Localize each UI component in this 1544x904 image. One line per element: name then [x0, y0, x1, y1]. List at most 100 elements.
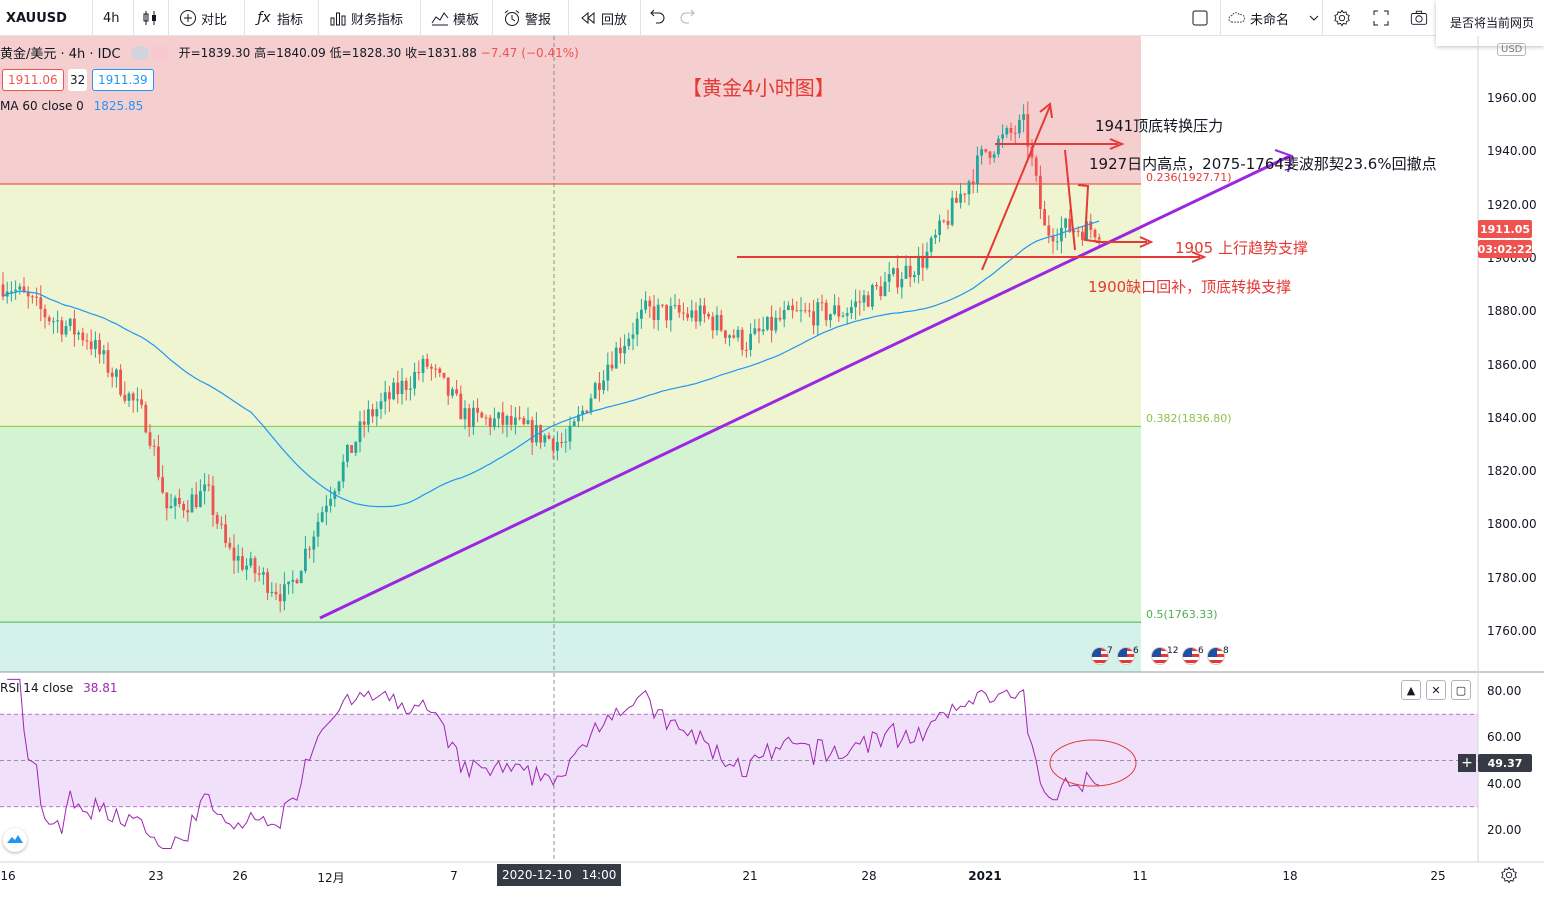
- compare-button[interactable]: 对比: [179, 0, 227, 36]
- level-1905-arrowhead: [1139, 236, 1154, 248]
- symbol-title[interactable]: 黄金/美元 · 4h · IDC: [0, 47, 121, 62]
- fib-zone-0236-0382: [0, 184, 1141, 427]
- annotation-1900[interactable]: 1900缺口回补，顶底转换支撑: [1088, 278, 1292, 296]
- candle-body: [497, 412, 500, 419]
- bar-chart-icon: [329, 9, 347, 27]
- legend-toggles[interactable]: [130, 45, 169, 60]
- candle-body: [413, 372, 416, 389]
- pane-close-button[interactable]: ✕: [1426, 680, 1446, 700]
- candle-body: [854, 301, 857, 308]
- chart-title-annotation[interactable]: 【黄金4小时图】: [682, 76, 835, 100]
- candle-body: [850, 307, 853, 314]
- pane-up-button[interactable]: ▲: [1401, 680, 1421, 700]
- annotation-1941[interactable]: 1941顶底转换压力: [1095, 117, 1224, 135]
- plus-circle-icon: [179, 9, 197, 27]
- add-plus-button[interactable]: +: [1458, 754, 1476, 772]
- candle-body: [1085, 221, 1088, 241]
- candle-body: [984, 149, 988, 152]
- candle-body: [194, 494, 198, 508]
- candle-body: [287, 581, 290, 585]
- ma-legend[interactable]: MA 60 close 0 1825.85: [0, 99, 143, 113]
- economic-event[interactable]: 7: [1091, 646, 1113, 665]
- pane-maximize-button[interactable]: ▢: [1451, 680, 1471, 700]
- undo-button[interactable]: [649, 0, 667, 36]
- financials-label: 财务指标: [351, 12, 404, 28]
- annotation-1905[interactable]: 1905 上行趋势支撑: [1175, 239, 1308, 257]
- alert-button[interactable]: 警报: [503, 0, 551, 36]
- layout-name-button[interactable]: 未命名: [1228, 0, 1289, 36]
- economic-event[interactable]: 6: [1117, 646, 1139, 665]
- candle-body: [400, 380, 404, 395]
- select-layout-button[interactable]: [1191, 0, 1209, 36]
- price-tick-label: 1960.00: [1487, 91, 1537, 105]
- eye-icon[interactable]: [130, 45, 149, 60]
- axis-settings-button[interactable]: [1500, 866, 1518, 887]
- candle-body: [925, 251, 929, 268]
- replay-button[interactable]: 回放: [579, 0, 627, 36]
- chart-type-button[interactable]: [141, 0, 159, 36]
- annotation-1927[interactable]: 1927日内高点，2075-1764斐波那契23.6%回撤点: [1089, 155, 1437, 173]
- layout-menu-button[interactable]: [1305, 0, 1323, 36]
- candle-body: [543, 435, 547, 443]
- financials-button[interactable]: 财务指标: [329, 0, 403, 36]
- candle-body: [60, 320, 64, 335]
- candle-body: [1043, 209, 1046, 226]
- candle-body: [421, 358, 425, 373]
- candle-body: [68, 318, 72, 327]
- candle-body: [73, 318, 76, 335]
- candle-body: [320, 512, 324, 522]
- candle-body: [682, 312, 685, 314]
- tradingview-logo[interactable]: [3, 828, 27, 852]
- candle-body: [152, 445, 156, 447]
- ohlc-open: 开=1839.30: [178, 46, 251, 60]
- bid-price-button[interactable]: 1911.06: [2, 69, 64, 91]
- interval-label: 4h: [103, 10, 120, 26]
- screenshot-button[interactable]: [1410, 0, 1428, 36]
- fib-zones: [0, 36, 1478, 808]
- economic-event[interactable]: 6: [1182, 646, 1204, 665]
- candle-body: [1030, 146, 1034, 158]
- candle-body: [367, 409, 370, 425]
- candle-body: [350, 445, 353, 453]
- translate-popup[interactable]: 是否将当前网页: [1436, 0, 1544, 46]
- candle-body: [472, 407, 475, 428]
- templates-button[interactable]: 模板: [431, 0, 479, 36]
- candle-body: [47, 317, 51, 322]
- rsi-tick-label: 20.00: [1487, 823, 1522, 837]
- candle-body: [89, 341, 93, 350]
- candle-body: [85, 340, 89, 342]
- fib-zone-0382-05: [0, 426, 1141, 623]
- candle-body: [900, 278, 904, 288]
- symbol-search[interactable]: XAUUSD: [6, 0, 67, 36]
- ohlc-values: 开=1839.30 高=1840.09 低=1828.30 收=1831.88 …: [179, 44, 579, 61]
- interval-button[interactable]: 4h: [103, 0, 120, 36]
- candle-body: [656, 304, 660, 320]
- currency-tag[interactable]: USD: [1497, 43, 1527, 56]
- candle-body: [560, 442, 563, 444]
- indicators-button[interactable]: ƒx 指标: [255, 0, 303, 36]
- candle-body: [745, 349, 748, 351]
- rsi-legend[interactable]: RSI 14 close 38.81: [0, 681, 118, 695]
- candle-body: [602, 380, 605, 391]
- candle-body: [127, 393, 131, 401]
- cursor-date: 2020-12-10: [502, 868, 572, 882]
- redo-button[interactable]: [678, 0, 696, 36]
- ask-price-button[interactable]: 1911.39: [92, 69, 154, 91]
- drawings: [319, 102, 1294, 620]
- ohlc-high: 高=1840.09: [254, 46, 326, 60]
- wave-icon[interactable]: [150, 45, 169, 60]
- chart-canvas[interactable]: [0, 36, 1544, 904]
- spread-value: 32: [68, 69, 88, 91]
- settings-button[interactable]: [1333, 0, 1351, 36]
- candle-body: [123, 394, 127, 401]
- economic-event[interactable]: 8: [1207, 646, 1229, 665]
- candle-body: [220, 523, 223, 525]
- fullscreen-button[interactable]: [1372, 0, 1390, 36]
- candle-body: [904, 265, 908, 279]
- candle-body: [841, 315, 845, 317]
- economic-event[interactable]: 12: [1151, 646, 1178, 665]
- candle-body: [434, 368, 437, 370]
- candle-body: [110, 372, 114, 377]
- candle-body: [623, 345, 626, 354]
- top-toolbar: XAUUSD 4h 对比 ƒx 指标 财务指标 模板: [0, 0, 1544, 36]
